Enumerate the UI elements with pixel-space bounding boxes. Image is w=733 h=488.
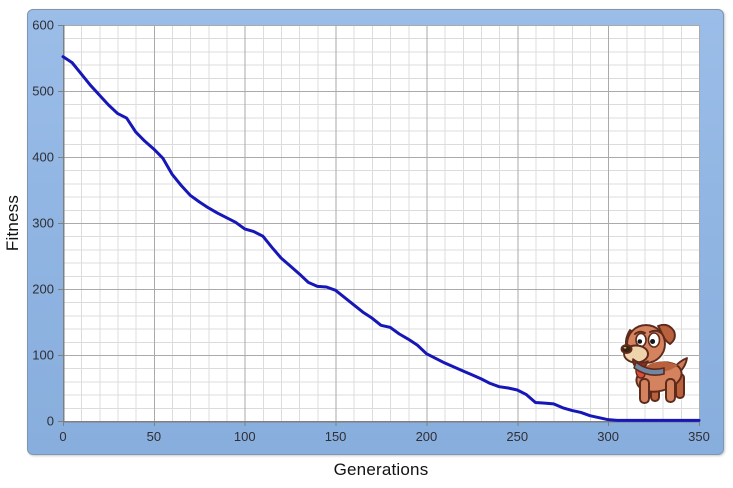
- x-tick-label: 250: [506, 429, 528, 444]
- y-axis-title: Fitness: [3, 194, 22, 252]
- x-tick-label: 0: [59, 429, 66, 444]
- y-tick-label: 0: [47, 414, 54, 429]
- y-tick-label: 500: [32, 84, 54, 99]
- y-tick-label: 600: [32, 18, 54, 33]
- dog-near-front-leg: [639, 378, 650, 404]
- dog-sticker-image: [620, 323, 688, 404]
- x-axis-title: Generations: [333, 460, 429, 479]
- x-tick-label: 50: [147, 429, 161, 444]
- y-tick-label: 400: [32, 150, 54, 165]
- y-tick-label: 300: [32, 216, 54, 231]
- dog-nose: [620, 344, 633, 354]
- x-tick-label: 200: [416, 429, 438, 444]
- dog-pupil-right: [650, 339, 656, 344]
- dog-nose-highlight: [623, 346, 627, 349]
- x-tick-label: 350: [688, 429, 710, 444]
- tick-labels: 0 100 200 300 400 500 600 0 50 100 150 200 250 300 350: [32, 18, 710, 445]
- x-tick-label: 300: [597, 429, 619, 444]
- x-tick-label: 150: [325, 429, 347, 444]
- dog-brow-left: [634, 330, 646, 335]
- y-tick-label: 200: [32, 282, 54, 297]
- dog-collar: [633, 361, 665, 376]
- dog-pupil-left: [637, 339, 643, 344]
- axes: [58, 25, 700, 426]
- y-tick-label: 100: [32, 348, 54, 363]
- dog-near-hind-leg: [665, 378, 676, 403]
- x-tick-label: 100: [234, 429, 256, 444]
- dog-brow-right: [649, 329, 662, 334]
- fitness-curve: [61, 55, 701, 422]
